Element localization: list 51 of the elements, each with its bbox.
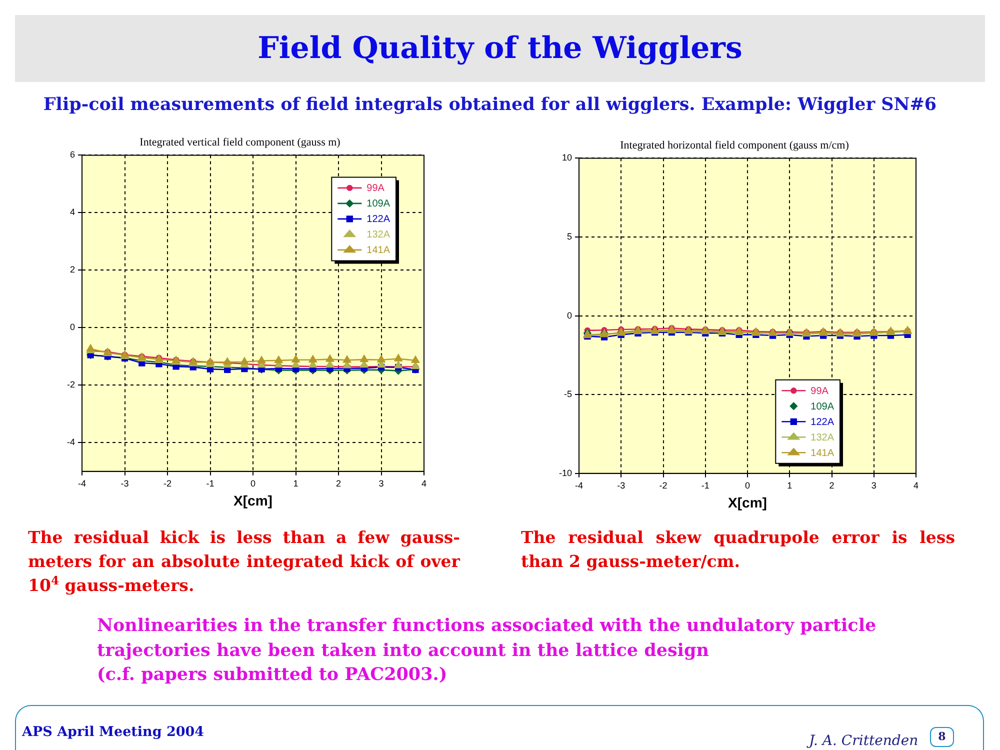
y-tick-label: -2 — [66, 380, 75, 390]
legend-label: 99A — [366, 183, 385, 194]
legend-label: 132A — [366, 230, 390, 241]
legend-label: 141A — [810, 448, 834, 459]
y-tick-label: 4 — [70, 207, 75, 218]
text: The residual kick is less than a few gauss-meters for an absolute integrated kick of over 10$^{4}$ gauss-meters. — [28, 527, 460, 597]
x-tick-label: -3 — [617, 480, 626, 490]
legend-label: 99A — [810, 386, 829, 397]
x-tick-label: 0 — [744, 480, 750, 490]
y-tick-label: 0 — [566, 310, 572, 320]
text: J. A. Crittenden — [809, 733, 918, 750]
x-tick-label: -3 — [120, 478, 129, 488]
y-tick-label: -5 — [564, 389, 572, 400]
x-tick-label: -2 — [163, 478, 172, 488]
chart-title: Integrated vertical field component (gauss m) — [140, 136, 341, 148]
text: APS April Meeting 2004 — [22, 724, 204, 741]
x-tick-label: -1 — [206, 478, 214, 488]
y-tick-label: 2 — [70, 264, 75, 275]
x-tick-label: -2 — [659, 480, 668, 490]
legend-label: 122A — [366, 214, 390, 226]
text: The residual skew quadrupole error is less than 2 gauss-meter/cm. — [521, 527, 955, 573]
x-tick-label: 4 — [913, 480, 919, 490]
legend-label: 132A — [810, 432, 834, 444]
x-tick-label: 1 — [293, 478, 298, 488]
legend-label: 109A — [366, 198, 390, 210]
y-tick-label: 10 — [562, 152, 572, 163]
x-tick-label: 0 — [250, 478, 256, 488]
x-tick-label: -4 — [78, 478, 86, 488]
legend-label: 122A — [810, 416, 834, 428]
y-tick-label: 6 — [70, 150, 75, 160]
x-tick-label: 2 — [336, 478, 342, 488]
text: Nonlinearities in the transfer functions associated with the undulatory particle trajectories have been taken into account in the lattice design (c.f. papers submitted to PAC2003.) — [97, 615, 878, 687]
legend-label: 109A — [810, 401, 834, 412]
chart-title: Integrated horizontal field component (gauss m/cm) — [620, 139, 850, 152]
x-tick-label: 1 — [787, 480, 792, 490]
x-tick-label: 3 — [378, 478, 384, 488]
y-tick-label: -10 — [558, 468, 572, 478]
x-axis-title: X[cm] — [728, 494, 767, 510]
y-tick-label: 5 — [566, 231, 572, 242]
x-tick-label: -4 — [574, 480, 584, 490]
text: Field Quality of the Wigglers — [15, 15, 985, 82]
text: 8 — [930, 727, 954, 747]
x-tick-label: 2 — [829, 480, 834, 490]
text: Flip-coil measurements of field integrals obtained for all wigglers. Example: Wiggler SN#6 — [42, 94, 938, 117]
x-tick-label: 4 — [421, 478, 427, 488]
y-tick-label: -4 — [66, 437, 75, 448]
legend-label: 141A — [366, 245, 390, 256]
x-tick-label: 3 — [871, 480, 876, 490]
x-axis-title: X[cm] — [234, 492, 272, 508]
y-tick-label: 0 — [70, 322, 75, 332]
x-tick-label: -1 — [701, 480, 710, 490]
